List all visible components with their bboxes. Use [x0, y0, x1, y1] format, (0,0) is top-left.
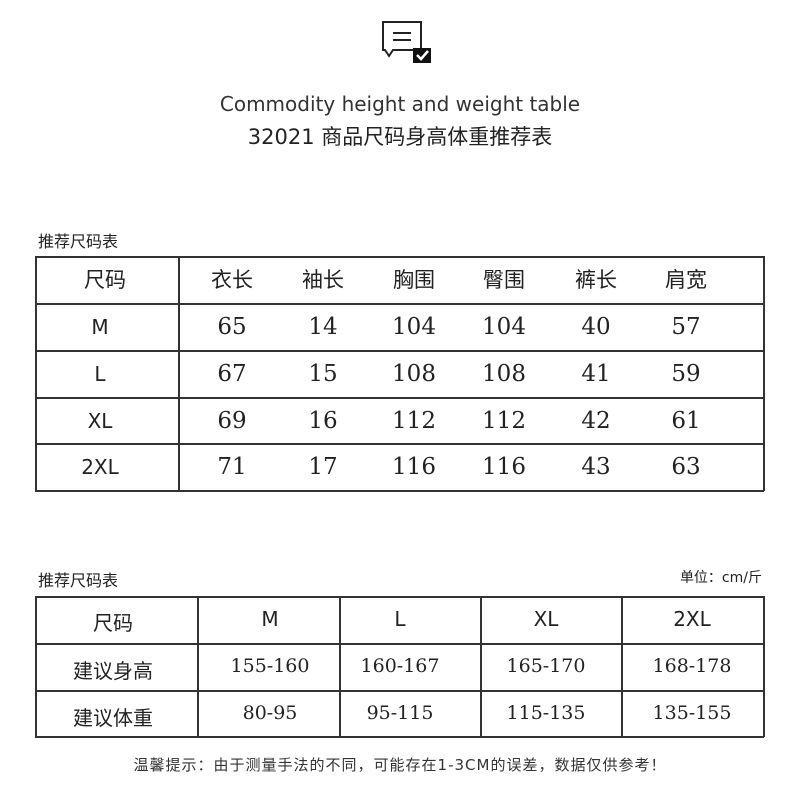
table-border [621, 596, 623, 737]
table-border [339, 596, 341, 737]
table-border [35, 596, 37, 737]
size-label: M [91, 315, 109, 339]
table-cell: 69 [217, 408, 247, 434]
column-header: 臀围 [483, 268, 525, 292]
table-border [763, 596, 765, 737]
table-cell: 135-155 [652, 702, 732, 724]
table-border [35, 690, 764, 692]
column-header: M [261, 607, 279, 631]
table-cell: 71 [217, 454, 247, 480]
table-cell: 160-167 [360, 655, 440, 677]
table-border [35, 596, 764, 598]
column-header: 衣长 [211, 268, 253, 292]
table-cell: 14 [308, 314, 338, 340]
size-label: XL [87, 409, 113, 433]
table-cell: 61 [671, 408, 701, 434]
table1-caption: 推荐尺码表 [38, 232, 119, 251]
table-border [480, 596, 482, 737]
size-label: 2XL [81, 455, 119, 479]
table-cell: 63 [671, 454, 701, 480]
table-cell: 104 [392, 314, 436, 340]
unit-label: 单位：cm/斤 [679, 570, 762, 586]
table-cell: 42 [581, 408, 611, 434]
column-header: 裤长 [575, 268, 617, 292]
title-english: Commodity height and weight table [219, 92, 581, 116]
row-label: 建议身高 [73, 659, 153, 683]
chat-checked-icon [381, 20, 433, 64]
table-cell: 43 [581, 454, 611, 480]
table-cell: 115-135 [506, 702, 586, 724]
table-border [35, 397, 764, 399]
table-border [35, 256, 37, 491]
size-label: L [94, 362, 106, 386]
table-cell: 40 [581, 314, 611, 340]
row-label: 建议体重 [73, 706, 153, 730]
table-cell: 165-170 [506, 655, 586, 677]
table-cell: 104 [482, 314, 526, 340]
table-border [197, 596, 199, 737]
table-cell: 41 [581, 361, 611, 387]
table-cell: 155-160 [230, 655, 310, 677]
table-cell: 16 [308, 408, 338, 434]
disclaimer-note: 温馨提示：由于测量手法的不同，可能存在1-3CM的误差，数据仅供参考！ [133, 756, 667, 774]
table-border [178, 256, 180, 491]
column-header: 尺码 [93, 611, 133, 635]
table-border [35, 490, 764, 492]
table-cell: 80-95 [242, 702, 298, 724]
column-header: 2XL [673, 607, 711, 631]
table-border [35, 350, 764, 352]
table-border [35, 256, 764, 258]
table-cell: 112 [392, 408, 436, 434]
table-border [35, 643, 764, 645]
column-header: 袖长 [302, 268, 344, 292]
column-header: L [394, 607, 406, 631]
table-cell: 15 [308, 361, 338, 387]
table-cell: 112 [482, 408, 526, 434]
table-border [763, 256, 765, 491]
table-cell: 108 [392, 361, 436, 387]
column-header: 肩宽 [665, 268, 707, 292]
table2-caption: 推荐尺码表 [38, 571, 119, 590]
column-header: XL [533, 607, 559, 631]
column-header: 胸围 [393, 268, 435, 292]
table-border [35, 443, 764, 445]
column-header: 尺码 [84, 268, 126, 292]
table-border [35, 303, 764, 305]
table-cell: 168-178 [652, 655, 732, 677]
table-cell: 116 [392, 454, 436, 480]
table-cell: 57 [671, 314, 701, 340]
table-border [35, 736, 764, 738]
table-cell: 95-115 [366, 702, 434, 724]
table-cell: 65 [217, 314, 247, 340]
table-cell: 59 [671, 361, 701, 387]
table-cell: 108 [482, 361, 526, 387]
table-cell: 116 [482, 454, 526, 480]
title-chinese: 32021 商品尺码身高体重推荐表 [247, 125, 553, 149]
table-cell: 17 [308, 454, 338, 480]
table-cell: 67 [217, 361, 247, 387]
